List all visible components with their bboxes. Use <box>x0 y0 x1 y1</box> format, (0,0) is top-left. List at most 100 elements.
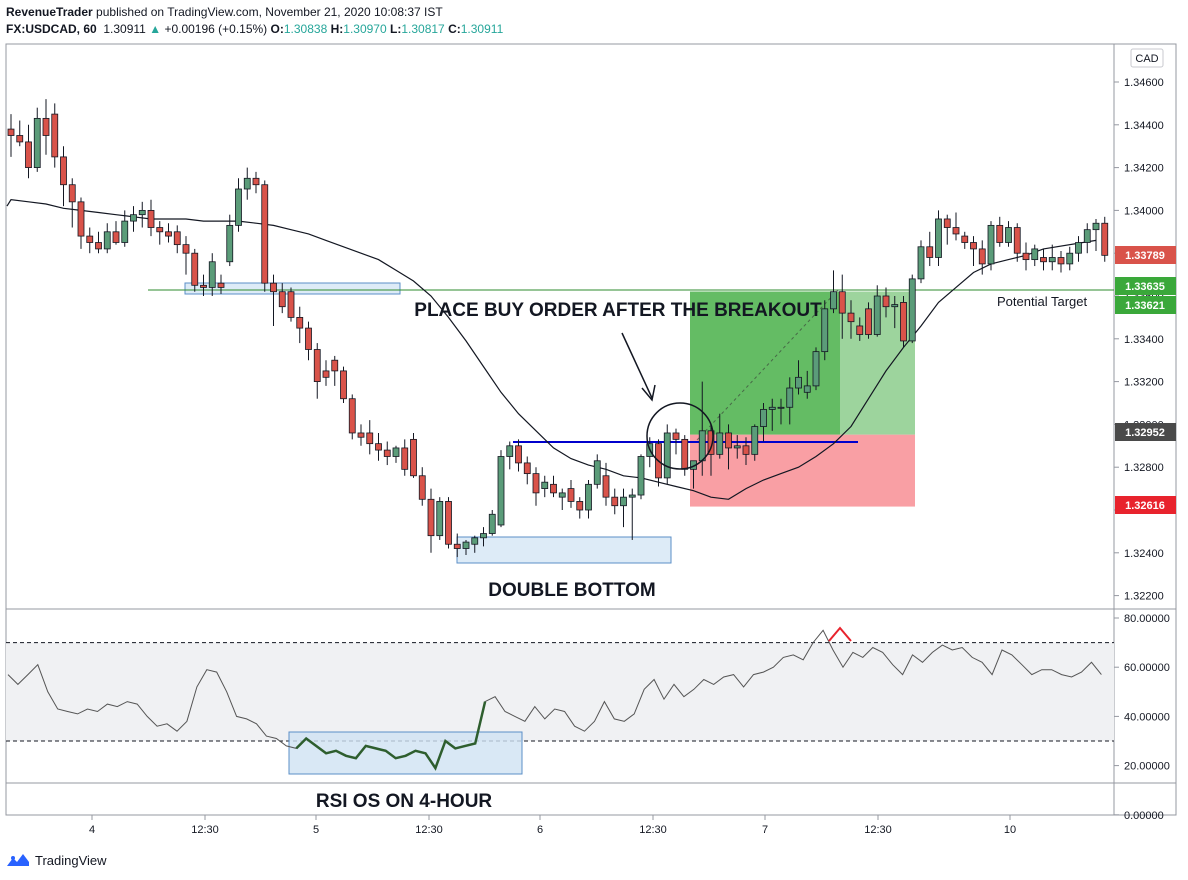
candle <box>1083 223 1091 254</box>
candle-body-down <box>217 282 225 288</box>
time-tick-label: 12:30 <box>191 824 219 836</box>
candle <box>1066 246 1074 271</box>
candle <box>453 533 461 558</box>
candle-body-down <box>340 370 347 400</box>
candle <box>847 300 855 339</box>
candle <box>1101 216 1109 262</box>
candle-body-down <box>383 449 391 457</box>
candle-body-down <box>532 473 540 494</box>
candle-body-up <box>226 224 234 263</box>
candle-body-up <box>471 537 479 545</box>
candle-body-down <box>1040 257 1047 263</box>
candle-body-down <box>401 447 409 470</box>
loss-zone <box>690 434 915 507</box>
candle <box>961 231 969 249</box>
candle-body-up <box>121 220 129 243</box>
candle-body-down <box>313 349 321 382</box>
candle-body-down <box>952 227 960 235</box>
candle-body-up <box>541 481 549 489</box>
candle <box>777 398 785 425</box>
candle-body-down <box>112 231 120 243</box>
price-badge-bg <box>1115 277 1176 295</box>
candle <box>488 510 496 536</box>
high-value: 1.30970 <box>343 22 387 36</box>
price-change: +0.00196 (+0.15%) <box>164 22 268 36</box>
candle-body-up <box>103 231 111 250</box>
tradingview-branding[interactable]: TradingView <box>6 852 107 868</box>
candle-body-up <box>628 494 636 498</box>
currency-label: CAD <box>1135 53 1158 65</box>
candle-body-up <box>935 218 942 258</box>
candle <box>733 435 741 459</box>
candle <box>1040 248 1047 271</box>
candle-body-down <box>611 496 619 507</box>
candle-body-up <box>795 376 802 389</box>
candle-body-up <box>891 304 899 308</box>
candle <box>602 462 610 506</box>
candle-body-down <box>926 246 934 258</box>
currency-badge[interactable]: CAD <box>1130 48 1164 68</box>
candle <box>16 120 24 147</box>
candle <box>926 231 934 267</box>
candle-body-up <box>243 177 251 190</box>
candle <box>830 270 837 314</box>
candle <box>996 216 1004 247</box>
candle-body-up <box>208 261 216 288</box>
price-badge-bg <box>1115 296 1176 314</box>
candle <box>401 439 409 476</box>
price-badge-bg <box>1115 423 1176 441</box>
candle <box>515 439 522 472</box>
candle-body-down <box>165 231 172 237</box>
candle-body-down <box>77 201 85 237</box>
candle-body-up <box>698 430 706 462</box>
candle <box>42 99 50 155</box>
price-tick-label: 1.34400 <box>1124 120 1164 132</box>
candle <box>147 199 155 237</box>
candle <box>270 274 277 326</box>
candle <box>130 206 137 232</box>
candle <box>191 248 199 292</box>
price-badge-bg <box>1115 496 1176 514</box>
candle-body-up <box>1031 248 1039 261</box>
candle <box>156 221 164 245</box>
candle-body-up <box>917 246 925 280</box>
candle-body-down <box>515 445 522 464</box>
candle <box>418 467 426 506</box>
candle-body-down <box>410 438 417 477</box>
double-bottom-box <box>456 536 672 564</box>
candle <box>313 343 321 399</box>
time-tick-label: 10 <box>1004 824 1016 836</box>
candle <box>935 210 942 267</box>
candle <box>375 432 382 461</box>
candle <box>235 178 242 232</box>
candle-body-down <box>961 235 969 243</box>
candle-body-up <box>392 447 400 457</box>
chart-canvas[interactable]: 1.346001.344001.342001.340001.338001.336… <box>0 0 1188 850</box>
candle <box>331 355 339 386</box>
candle-body-up <box>1066 252 1074 265</box>
candle <box>760 403 767 442</box>
candle-body-down <box>453 543 461 549</box>
candle-body-down <box>445 501 452 545</box>
candle-body-up <box>637 456 645 496</box>
publisher-name: RevenueTrader <box>6 5 93 19</box>
candle-body-down <box>42 117 50 136</box>
price-badge-current: 1.33789 <box>1115 246 1176 264</box>
price-badge-bg <box>1115 246 1176 264</box>
candle <box>200 274 207 296</box>
price-badge-label: 1.33635 <box>1125 281 1165 293</box>
candle <box>681 435 689 476</box>
rsi-tick-label: 60.00000 <box>1124 662 1170 674</box>
candle-body-up <box>733 445 741 449</box>
candle <box>663 424 671 485</box>
candle-body-up <box>620 496 627 507</box>
candle-body-down <box>278 291 286 308</box>
low-label: L: <box>390 22 402 36</box>
candle <box>462 539 470 555</box>
candle-body-up <box>480 533 487 539</box>
candle <box>838 274 846 339</box>
price-tick-label: 1.32800 <box>1124 462 1164 474</box>
close-label: C: <box>448 22 461 36</box>
moving-average <box>6 199 1097 500</box>
candle-body-up <box>751 426 759 455</box>
